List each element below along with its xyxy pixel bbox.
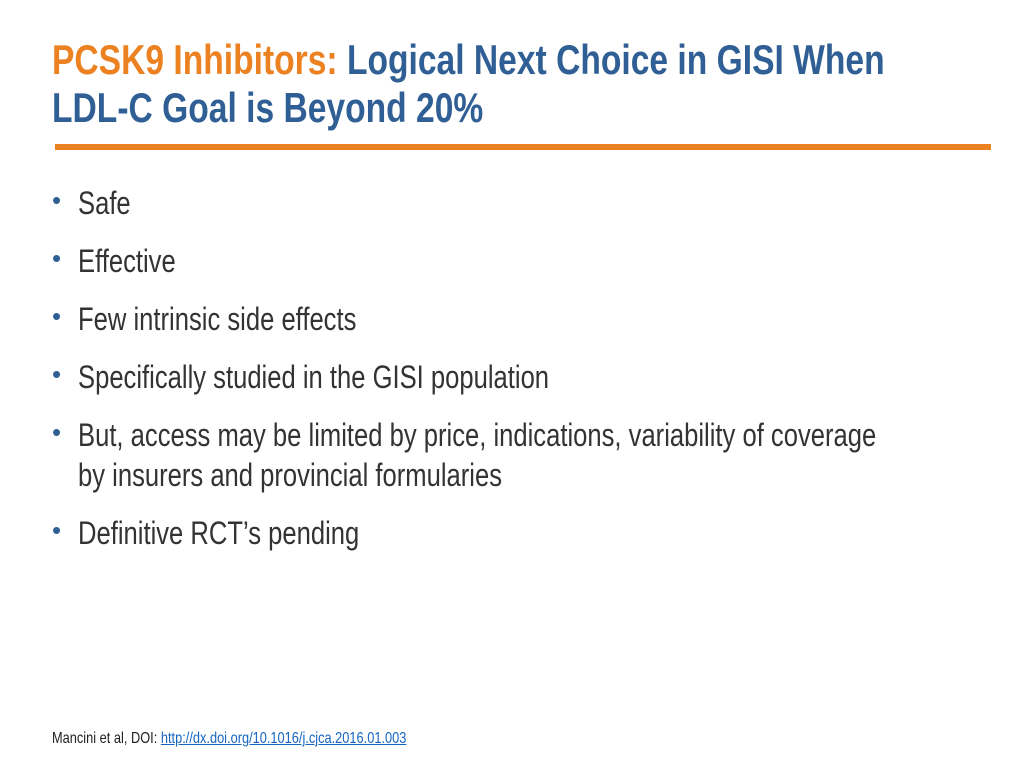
bullet-marker: • xyxy=(52,185,62,215)
title-rule xyxy=(55,144,991,150)
bullet-text: Definitive RCT’s pending xyxy=(78,513,359,553)
bullet-line: Effective xyxy=(78,243,176,279)
citation: Mancini et al, DOI: xyxy=(52,730,158,747)
bullet-line: But, access may be limited by price, ind… xyxy=(78,417,877,453)
bullet-marker: • xyxy=(52,417,62,447)
bullet-text: Safe xyxy=(78,183,131,223)
bullet-marker: • xyxy=(52,515,62,545)
bullet-line: Safe xyxy=(78,185,131,221)
title-line: LDL-C Goal is Beyond 20% xyxy=(52,84,484,131)
bullet-marker: • xyxy=(52,243,62,273)
title-text: Logical Next Choice in GISI When xyxy=(346,36,885,83)
bullet-text: Few intrinsic side effects xyxy=(78,299,356,339)
bullet-text: But, access may be limited by price, ind… xyxy=(78,415,876,495)
bullet-text: Effective xyxy=(78,241,176,281)
bullet-marker: • xyxy=(52,301,62,331)
bullet-line: Specifically studied in the GISI populat… xyxy=(78,359,550,395)
title-line: PCSK9 Inhibitors: Logical Next Choice in… xyxy=(52,36,885,84)
bullet-line: Few intrinsic side effects xyxy=(78,301,357,337)
bullet-line: Definitive RCT’s pending xyxy=(78,515,360,551)
footer: Mancini et al, DOI: http://dx.doi.org/10… xyxy=(52,730,406,748)
bullet-marker: • xyxy=(52,359,62,389)
bullet-line: by insurers and provincial formularies xyxy=(78,457,502,493)
doi-link[interactable]: http://dx.doi.org/10.1016/j.cjca.2016.01… xyxy=(160,730,407,747)
slide-title: PCSK9 Inhibitors: Logical Next Choice in… xyxy=(52,36,885,132)
title-prefix: PCSK9 Inhibitors: xyxy=(52,36,338,83)
bullet-text: Specifically studied in the GISI populat… xyxy=(78,357,549,397)
